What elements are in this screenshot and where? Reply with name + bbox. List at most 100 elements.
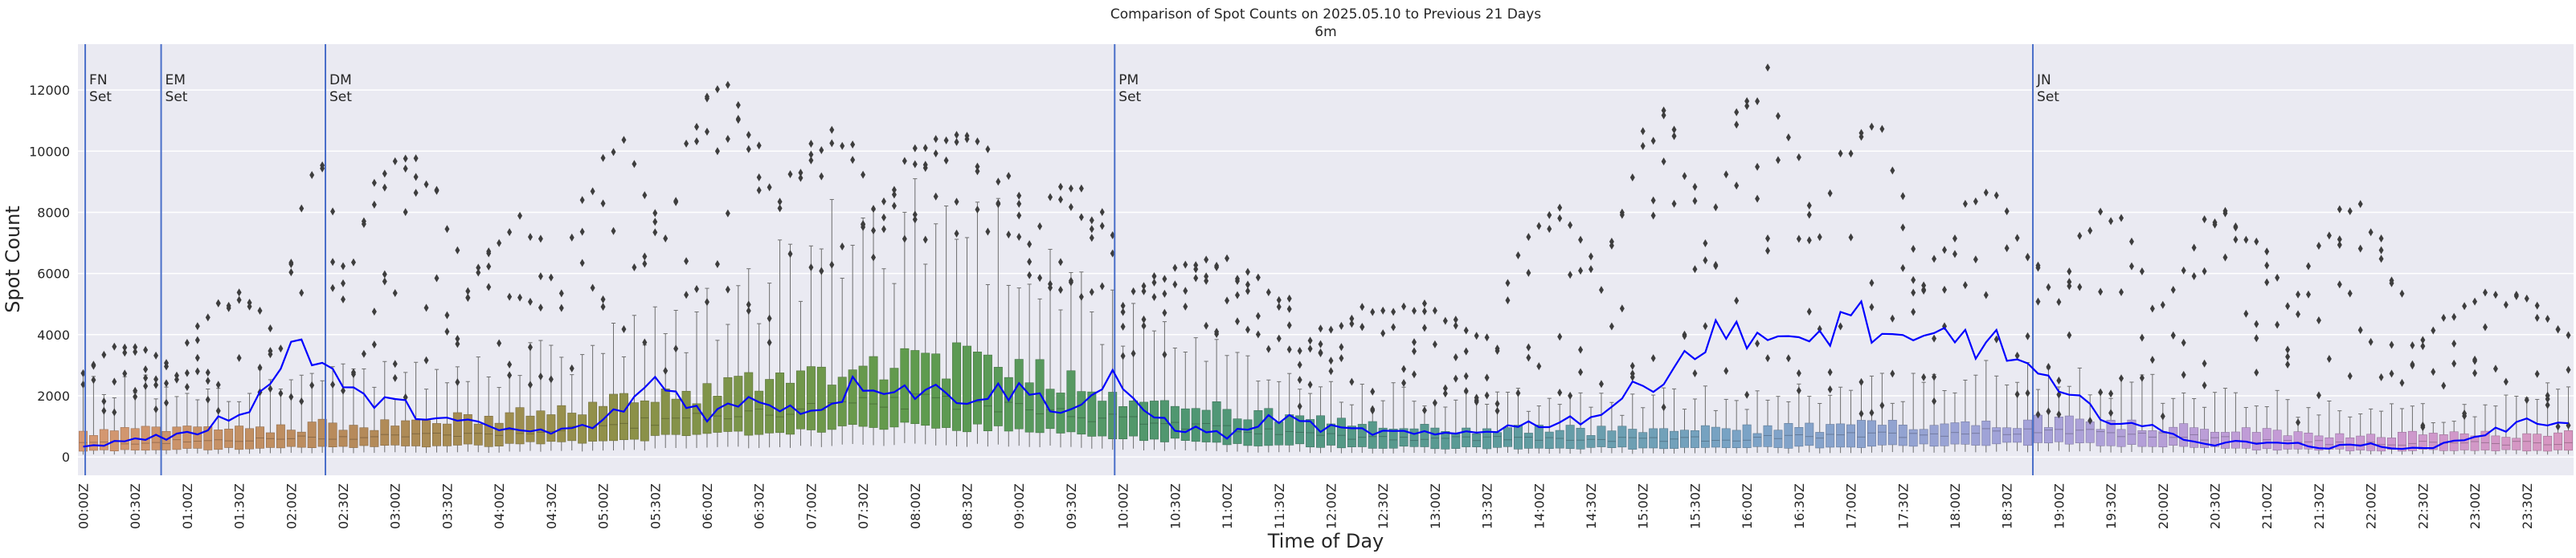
box: [1721, 428, 1731, 448]
box: [609, 393, 618, 442]
outlier-marker: [1932, 334, 1937, 343]
outlier-marker: [538, 303, 543, 312]
outlier-marker: [2149, 304, 2155, 313]
box: [952, 342, 962, 431]
outlier-marker: [1057, 195, 1063, 204]
outlier-marker: [133, 386, 138, 395]
box: [1638, 432, 1648, 449]
outlier-marker: [164, 359, 170, 368]
outlier-marker: [808, 150, 814, 159]
outlier-marker: [350, 258, 356, 267]
box: [2241, 427, 2251, 449]
box: [1867, 420, 1876, 447]
x-tick-label: 03:00Z: [388, 483, 403, 529]
outlier-marker: [133, 343, 138, 352]
outlier-marker: [247, 302, 252, 311]
outlier-marker: [382, 169, 387, 178]
outlier-marker: [164, 379, 170, 388]
outlier-marker: [1068, 278, 1073, 287]
outlier-marker: [1016, 233, 1022, 242]
outlier-marker: [642, 259, 648, 268]
box: [2397, 431, 2406, 452]
outlier-marker: [1401, 379, 1407, 388]
outlier-marker: [1703, 239, 1708, 248]
outlier-marker: [943, 156, 949, 165]
outlier-marker: [1806, 210, 1812, 219]
outlier-marker: [101, 397, 107, 405]
outlier-marker: [1151, 293, 1157, 302]
outlier-marker: [1869, 279, 1875, 287]
box: [1971, 425, 1981, 446]
outlier-marker: [2098, 287, 2104, 296]
outlier-marker: [1703, 256, 1708, 265]
outlier-marker: [1183, 287, 1188, 295]
outlier-marker: [299, 204, 305, 213]
outlier-marker: [527, 381, 533, 389]
outlier-marker: [330, 283, 336, 292]
outlier-marker: [2077, 231, 2083, 240]
outlier-marker: [1245, 287, 1250, 295]
outlier-marker: [507, 228, 513, 237]
outlier-marker: [684, 139, 689, 148]
outlier-marker: [954, 130, 959, 139]
x-tick-label: 12:00Z: [1323, 483, 1339, 529]
x-tick-label: 17:00Z: [1844, 483, 1859, 529]
outlier-marker: [2160, 300, 2165, 309]
box: [1940, 423, 1949, 446]
outlier-marker: [476, 268, 481, 277]
outlier-marker: [1225, 254, 1230, 263]
outlier-marker: [1141, 321, 1147, 330]
outlier-marker: [2337, 241, 2342, 250]
box: [1586, 435, 1596, 448]
outlier-marker: [1723, 366, 1729, 375]
outlier-marker: [1962, 199, 1968, 208]
box: [2064, 415, 2074, 445]
outlier-marker: [1204, 272, 1209, 281]
box: [2034, 414, 2042, 443]
outlier-marker: [1661, 403, 1666, 412]
outlier-marker: [642, 191, 648, 200]
outlier-marker: [413, 173, 419, 181]
box: [1908, 429, 1918, 447]
x-axis-label: Time of Day: [1267, 530, 1384, 552]
outlier-marker: [80, 380, 86, 389]
outlier-marker: [1796, 234, 1801, 243]
outlier-marker: [2566, 331, 2571, 340]
outlier-marker: [2139, 333, 2145, 342]
outlier-marker: [268, 324, 273, 333]
box: [1357, 424, 1367, 447]
box: [2220, 432, 2230, 449]
outlier-marker: [663, 234, 669, 242]
outlier-marker: [861, 170, 866, 179]
outlier-marker: [1401, 365, 1407, 373]
outlier-marker: [2285, 302, 2291, 311]
outlier-marker: [1453, 353, 1458, 362]
box: [1544, 431, 1554, 450]
outlier-marker: [1744, 97, 1750, 106]
outlier-marker: [746, 300, 751, 309]
outlier-marker: [1360, 303, 1365, 312]
outlier-marker: [2254, 320, 2259, 328]
box: [1451, 432, 1461, 449]
outlier-marker: [1255, 330, 1261, 339]
outlier-marker: [1307, 381, 1313, 389]
box: [1004, 377, 1013, 432]
box: [1326, 423, 1335, 446]
outlier-marker: [1629, 173, 1635, 182]
outlier-marker: [1557, 332, 1563, 341]
box: [1805, 422, 1814, 446]
outlier-marker: [1286, 345, 1292, 354]
box: [1826, 424, 1835, 448]
outlier-marker: [1349, 377, 1355, 386]
outlier-marker: [2451, 359, 2457, 368]
outlier-marker: [714, 260, 720, 269]
outlier-marker: [1734, 181, 1740, 190]
outlier-marker: [2202, 267, 2207, 275]
outlier-marker: [101, 350, 107, 359]
outlier-marker: [1578, 267, 1584, 275]
box: [1961, 421, 1970, 445]
outlier-marker: [943, 136, 949, 145]
box: [1108, 392, 1118, 439]
box: [1285, 414, 1294, 446]
outlier-marker: [413, 154, 419, 163]
